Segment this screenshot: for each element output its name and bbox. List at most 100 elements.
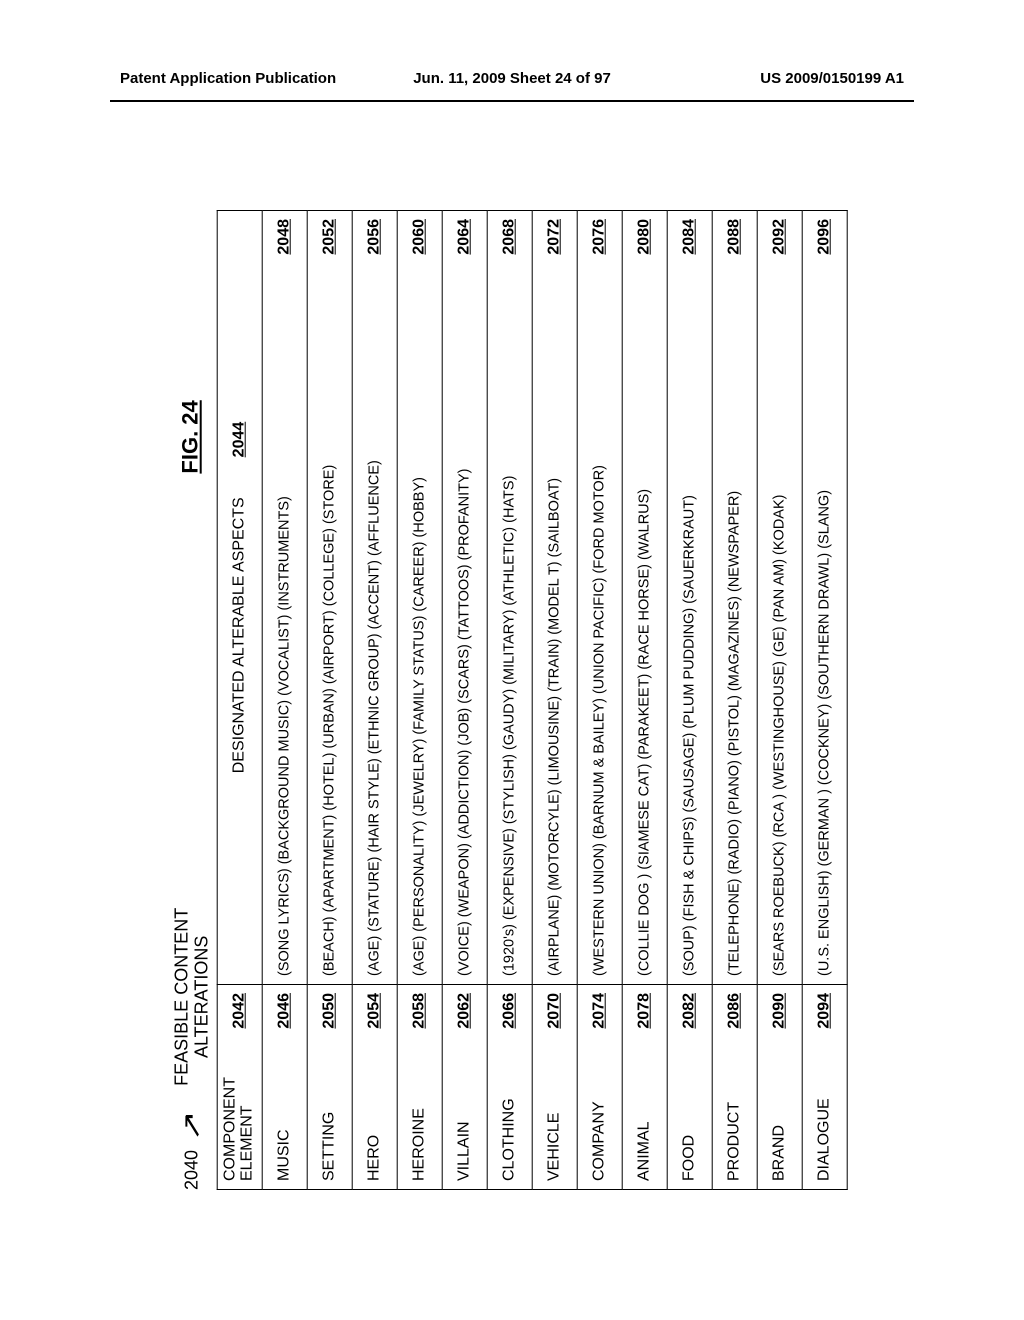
- aspects-text: (COLLIE DOG ) (SIAMESE CAT) (PARAKEET) (…: [636, 489, 652, 976]
- element-ref: 2078: [635, 993, 653, 1029]
- aspects-text: (TELEPHONE) (RADIO) (PIANO) (PISTOL) (MA…: [726, 491, 742, 976]
- table-body: MUSIC 2046 (SONG LYRICS) (BACKGROUND MUSIC…: [262, 211, 847, 1190]
- aspects-text: (WESTERN UNION) (BARNUM & BAILEY) (UNION…: [591, 465, 607, 976]
- element-ref: 2050: [320, 993, 338, 1029]
- element-header-label: COMPONENT ELEMENT: [223, 1077, 257, 1181]
- aspects-ref: 2084: [680, 219, 698, 255]
- table-row: COMPANY2074 (WESTERN UNION) (BARNUM & BAI…: [577, 211, 622, 1190]
- header-center: Jun. 11, 2009 Sheet 24 of 97: [413, 70, 611, 87]
- aspects-header: DESIGNATED ALTERABLE ASPECTS 2044: [217, 211, 262, 985]
- table-row: MUSIC 2046 (SONG LYRICS) (BACKGROUND MUSIC…: [262, 211, 307, 1190]
- element-label: PRODUCT: [725, 1102, 743, 1181]
- figure-top-row: 2040 ↗ FEASIBLE CONTENT ALTERATIONS FIG.…: [173, 210, 213, 1190]
- element-header: COMPONENT ELEMENT 2042: [217, 985, 262, 1190]
- aspects-cell: (U.S. ENGLISH) (GERMAN ) (COCKNEY) (SOUT…: [802, 211, 847, 985]
- aspects-header-ref: 2044: [230, 422, 248, 458]
- aspects-text: (BEACH) (APARTMENT) (HOTEL) (URBAN) (AIR…: [321, 465, 337, 976]
- element-ref: 2054: [365, 993, 383, 1029]
- element-ref: 2070: [545, 993, 563, 1029]
- element-label: SETTING: [320, 1112, 338, 1181]
- table-row: VILLAIN 2062 (VOICE) (WEAPON) (ADDICTION) …: [442, 211, 487, 1190]
- aspects-ref: 2072: [545, 219, 563, 255]
- header-left: Patent Application Publication: [120, 70, 336, 87]
- aspects-cell: (SOUP) (FISH & CHIPS) (SAUSAGE) (PLUM PU…: [667, 211, 712, 985]
- element-cell: ANIMAL 2078: [622, 985, 667, 1190]
- aspects-ref: 2064: [455, 219, 473, 255]
- header-divider: [110, 100, 914, 102]
- arrow-icon: ↗: [178, 1110, 207, 1142]
- aspects-ref: 2088: [725, 219, 743, 255]
- aspects-text: (AIRPLANE) (MOTORCYLE) (LIMOUSINE) (TRAI…: [546, 478, 562, 976]
- figure-container: 2040 ↗ FEASIBLE CONTENT ALTERATIONS FIG.…: [173, 210, 848, 1190]
- aspects-cell: (1920's) (EXPENSIVE) (STYLISH) (GAUDY) (…: [487, 211, 532, 985]
- table-row: FOOD 2082 (SOUP) (FISH & CHIPS) (SAUSAGE) …: [667, 211, 712, 1190]
- table-row: DIALOGUE 2094 (U.S. ENGLISH) (GERMAN ) (CO…: [802, 211, 847, 1190]
- element-cell: HEROINE2058: [397, 985, 442, 1190]
- table-row: HERO 2054 (AGE) (STATURE) (HAIR STYLE) (ET…: [352, 211, 397, 1190]
- aspects-cell: (VOICE) (WEAPON) (ADDICTION) (JOB) (SCAR…: [442, 211, 487, 985]
- table-row: ANIMAL 2078 (COLLIE DOG ) (SIAMESE CAT) (P…: [622, 211, 667, 1190]
- element-cell: MUSIC 2046: [262, 985, 307, 1190]
- element-label: VILLAIN: [455, 1121, 473, 1181]
- element-cell: VILLAIN 2062: [442, 985, 487, 1190]
- aspects-text: (SOUP) (FISH & CHIPS) (SAUSAGE) (PLUM PU…: [681, 495, 697, 976]
- element-cell: BRAND2090: [757, 985, 802, 1190]
- element-cell: VEHICLE2070: [532, 985, 577, 1190]
- element-cell: COMPANY2074: [577, 985, 622, 1190]
- aspects-text: (U.S. ENGLISH) (GERMAN ) (COCKNEY) (SOUT…: [816, 490, 832, 976]
- table-row: BRAND2090(SEARS ROEBUCK) (RCA ) (WESTING…: [757, 211, 802, 1190]
- table-header-row: COMPONENT ELEMENT 2042 DESIGNATED ALTERA…: [217, 211, 262, 1190]
- element-cell: SETTING 2050: [307, 985, 352, 1190]
- table-row: HEROINE2058 (AGE) (PERSONALITY) (JEWELRY)…: [397, 211, 442, 1190]
- element-ref: 2066: [500, 993, 518, 1029]
- element-label: MUSIC: [275, 1129, 293, 1181]
- element-ref: 2058: [410, 993, 428, 1029]
- element-cell: CLOTHING 2066: [487, 985, 532, 1190]
- element-label: ANIMAL: [635, 1121, 653, 1181]
- element-cell: HERO 2054: [352, 985, 397, 1190]
- header-right: US 2009/0150199 A1: [760, 70, 904, 87]
- table-row: PRODUCT 2086 (TELEPHONE) (RADIO) (PIANO) (…: [712, 211, 757, 1190]
- aspects-ref: 2096: [815, 219, 833, 255]
- element-label: CLOTHING: [500, 1098, 518, 1181]
- element-ref: 2082: [680, 993, 698, 1029]
- aspects-text: (VOICE) (WEAPON) (ADDICTION) (JOB) (SCAR…: [456, 469, 472, 977]
- aspects-cell: (TELEPHONE) (RADIO) (PIANO) (PISTOL) (MA…: [712, 211, 757, 985]
- element-label: BRAND: [770, 1125, 788, 1181]
- element-ref: 2046: [275, 993, 293, 1029]
- table-row: CLOTHING 2066 (1920's) (EXPENSIVE) (STYLIS…: [487, 211, 532, 1190]
- aspects-cell: (WESTERN UNION) (BARNUM & BAILEY) (UNION…: [577, 211, 622, 985]
- aspects-ref: 2092: [770, 219, 788, 255]
- table-row: VEHICLE2070 (AIRPLANE) (MOTORCYLE) (LIMOU…: [532, 211, 577, 1190]
- figure-subtitle: FEASIBLE CONTENT ALTERATIONS: [173, 908, 213, 1086]
- figure-title: FIG. 24: [178, 400, 204, 473]
- element-cell: DIALOGUE 2094: [802, 985, 847, 1190]
- element-ref: 2074: [590, 993, 608, 1029]
- element-ref: 2062: [455, 993, 473, 1029]
- aspects-cell: (AGE) (STATURE) (HAIR STYLE) (ETHNIC GRO…: [352, 211, 397, 985]
- aspects-ref: 2060: [410, 219, 428, 255]
- aspects-ref: 2052: [320, 219, 338, 255]
- element-ref: 2086: [725, 993, 743, 1029]
- element-ref: 2094: [815, 993, 833, 1029]
- table-row: SETTING 2050 (BEACH) (APARTMENT) (HOTEL) (…: [307, 211, 352, 1190]
- element-cell: FOOD 2082: [667, 985, 712, 1190]
- figure-title-wrap: FIG. 24: [178, 210, 204, 894]
- element-header-ref: 2042: [230, 993, 248, 1029]
- aspects-ref: 2048: [275, 219, 293, 255]
- aspects-cell: (SONG LYRICS) (BACKGROUND MUSIC) (VOCALI…: [262, 211, 307, 985]
- aspects-header-label: DESIGNATED ALTERABLE ASPECTS: [230, 497, 248, 773]
- element-label: FOOD: [680, 1135, 698, 1181]
- element-label: HERO: [365, 1135, 383, 1181]
- aspects-text: (1920's) (EXPENSIVE) (STYLISH) (GAUDY) (…: [501, 476, 517, 976]
- aspects-ref: 2080: [635, 219, 653, 255]
- aspects-ref: 2076: [590, 219, 608, 255]
- aspects-ref: 2056: [365, 219, 383, 255]
- aspects-text: (SONG LYRICS) (BACKGROUND MUSIC) (VOCALI…: [276, 496, 292, 976]
- subtitle-line2: ALTERATIONS: [192, 936, 212, 1058]
- aspects-cell: (AGE) (PERSONALITY) (JEWELRY) (FAMILY ST…: [397, 211, 442, 985]
- aspects-cell: (COLLIE DOG ) (SIAMESE CAT) (PARAKEET) (…: [622, 211, 667, 985]
- aspects-ref: 2068: [500, 219, 518, 255]
- element-label: DIALOGUE: [815, 1098, 833, 1181]
- aspects-text: (AGE) (PERSONALITY) (JEWELRY) (FAMILY ST…: [411, 477, 427, 976]
